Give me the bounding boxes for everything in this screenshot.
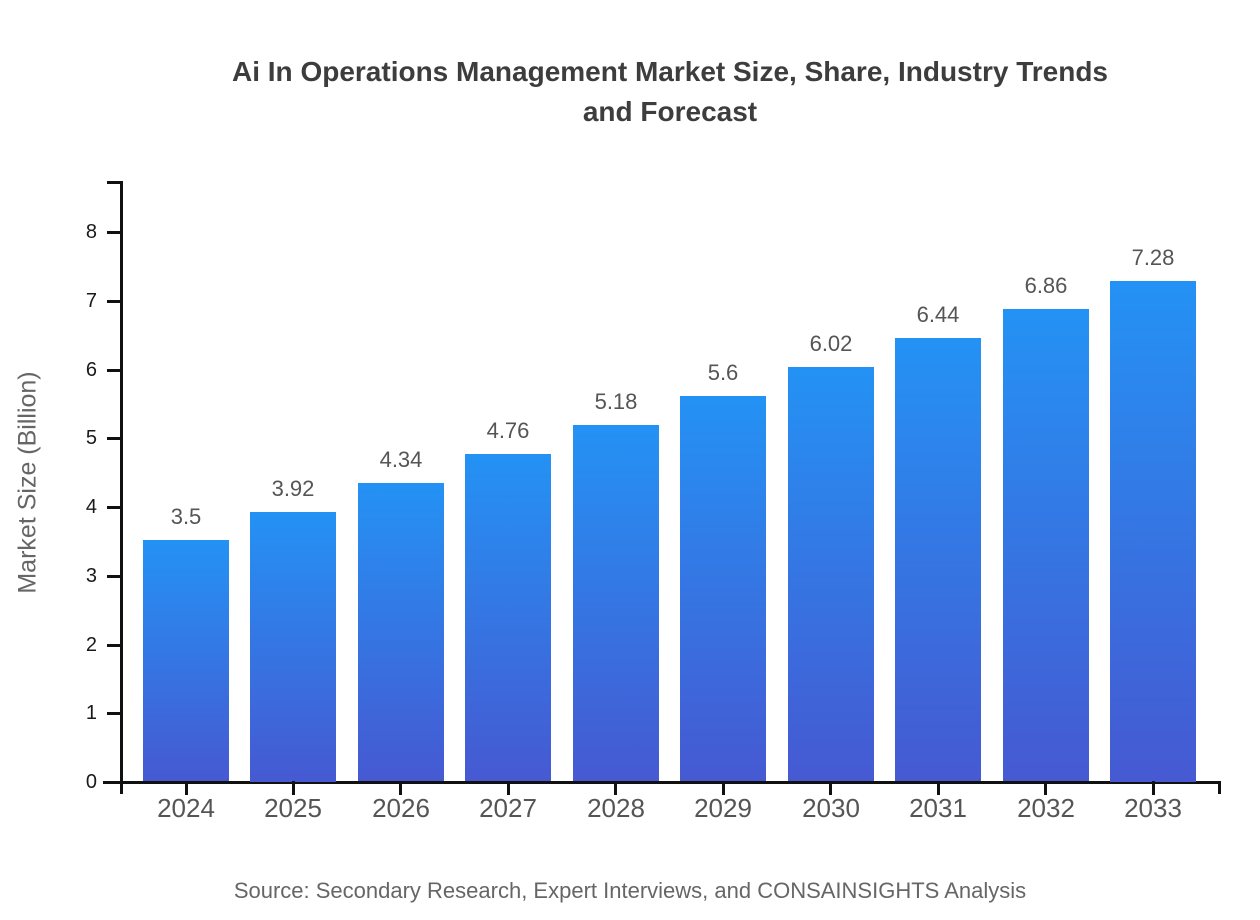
bar-2026[interactable]	[358, 483, 444, 781]
y-tick-label: 3	[85, 565, 97, 587]
source-note: Source: Secondary Research, Expert Inter…	[233, 878, 1027, 903]
y-axis-line	[120, 181, 123, 794]
x-axis-end-cap	[1218, 781, 1221, 794]
x-tick-mark	[399, 781, 402, 795]
bar-value-label: 5.6	[707, 360, 739, 385]
x-tick-label: 2032	[1017, 793, 1075, 823]
bar-2027[interactable]	[465, 454, 551, 781]
y-tick-mark	[107, 437, 120, 440]
x-tick-label: 2026	[372, 793, 430, 823]
y-tick-mark	[107, 712, 120, 715]
bar-value-label: 3.5	[170, 504, 202, 529]
bar-value-label: 6.44	[916, 302, 960, 327]
bar-2025[interactable]	[250, 512, 336, 782]
x-tick-mark	[614, 781, 617, 795]
bar-2029[interactable]	[680, 396, 766, 781]
y-tick-mark	[107, 506, 120, 509]
bar-2030[interactable]	[788, 367, 874, 781]
x-tick-label: 2024	[157, 793, 215, 823]
x-tick-label: 2033	[1124, 793, 1182, 823]
y-tick-label: 0	[85, 771, 97, 793]
y-tick-label: 5	[85, 427, 97, 449]
bar-value-label: 3.92	[271, 476, 315, 501]
bar-2031[interactable]	[895, 338, 981, 781]
y-tick-mark	[107, 781, 120, 784]
bar-2032[interactable]	[1003, 309, 1089, 781]
x-tick-mark	[722, 781, 725, 795]
y-axis-end-cap	[107, 181, 120, 184]
x-tick-mark	[1044, 781, 1047, 795]
bar-value-label: 4.76	[486, 418, 530, 443]
x-tick-label: 2030	[802, 793, 860, 823]
chart-title: Ai In Operations Management Market Size,…	[232, 56, 1108, 127]
bar-value-label: 6.02	[809, 331, 853, 356]
bar-value-label: 7.28	[1131, 245, 1175, 270]
y-tick-label: 2	[85, 634, 97, 656]
y-tick-mark	[107, 231, 120, 234]
y-tick-label: 6	[85, 359, 97, 381]
bar-value-label: 4.34	[379, 447, 423, 472]
x-tick-mark	[937, 781, 940, 795]
x-tick-label: 2028	[587, 793, 645, 823]
x-tick-mark	[292, 781, 295, 795]
bar-2028[interactable]	[573, 425, 659, 781]
y-tick-label: 7	[85, 290, 97, 312]
y-tick-mark	[107, 369, 120, 372]
x-tick-mark	[507, 781, 510, 795]
y-tick-mark	[107, 644, 120, 647]
y-tick-label: 1	[85, 702, 97, 724]
y-tick-mark	[107, 575, 120, 578]
x-tick-label: 2027	[479, 793, 537, 823]
x-tick-mark	[185, 781, 188, 795]
bar-value-label: 5.18	[594, 389, 638, 414]
bar-2024[interactable]	[143, 540, 229, 781]
x-axis-line	[103, 781, 1221, 784]
y-tick-label: 4	[85, 496, 97, 518]
x-tick-mark	[829, 781, 832, 795]
x-tick-label: 2031	[909, 793, 967, 823]
x-tick-label: 2025	[264, 793, 322, 823]
x-tick-mark	[1152, 781, 1155, 795]
bar-2033[interactable]	[1110, 281, 1196, 782]
bar-value-label: 6.86	[1024, 273, 1068, 298]
x-tick-label: 2029	[694, 793, 752, 823]
y-tick-mark	[107, 300, 120, 303]
y-tick-label: 8	[85, 221, 97, 243]
